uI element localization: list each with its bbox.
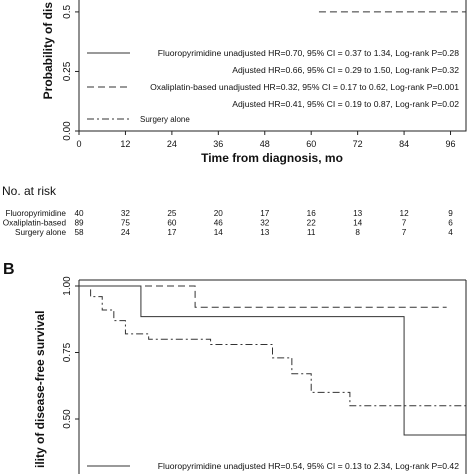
risk-cell: 32	[260, 219, 270, 228]
panel-a-x-tick-label: 72	[353, 139, 363, 149]
risk-cell: 12	[400, 209, 410, 218]
panel-a-x-ticks: 0 12 24 36 48 60 72 84 96	[76, 131, 456, 149]
risk-cell: 24	[121, 228, 131, 237]
risk-cell: 25	[167, 209, 177, 218]
risk-cell: 32	[121, 209, 131, 218]
risk-cell: 16	[307, 209, 317, 218]
panel-b-legend-label: Fluoropyrimidine unadjusted HR=0.54, 95%…	[158, 461, 459, 471]
risk-cell: 60	[167, 219, 177, 228]
panel-a-y-axis-label: Probability of dis	[41, 2, 55, 100]
panel-a-legend-label: Surgery alone	[140, 115, 190, 124]
risk-cell: 13	[353, 209, 363, 218]
risk-cell: 8	[355, 228, 360, 237]
panel-b-label: B	[3, 261, 15, 278]
risk-table: Fluoropyrimidine 40 32 25 20 17 16 13 12 9 Oxalipl…	[3, 209, 454, 237]
panel-a-legend-label: Adjusted HR=0.66, 95% CI = 0.29 to 1.50,…	[232, 65, 459, 75]
risk-cell: 7	[402, 228, 407, 237]
risk-cell: 40	[74, 209, 84, 218]
panel-b-y-axis-label: ility of disease-free survival	[33, 311, 47, 468]
panel-b: B ility of disease-free survival 0.50 0.7…	[3, 261, 467, 474]
risk-cell: 13	[260, 228, 270, 237]
panel-a-x-tick-label: 48	[260, 139, 270, 149]
panel-a-plot-frame	[78, 0, 467, 132]
panel-b-axes	[78, 279, 467, 474]
panel-b-y-tick-label: 0.50	[62, 409, 73, 429]
panel-a-x-tick-label: 84	[399, 139, 409, 149]
risk-cell: 6	[448, 219, 453, 228]
panel-a-x-tick-label: 24	[167, 139, 177, 149]
panel-a-legend-label: Adjusted HR=0.41, 95% CI = 0.19 to 0.87,…	[232, 99, 459, 109]
panel-a-x-tick-label: 0	[76, 139, 81, 149]
panel-b-series-line	[79, 285, 466, 436]
risk-cell: 14	[353, 219, 363, 228]
panel-b-legend: Fluoropyrimidine unadjusted HR=0.54, 95%…	[87, 461, 459, 471]
panel-a-x-tick-label: 12	[120, 139, 130, 149]
risk-cell: 4	[448, 228, 453, 237]
panel-a-legend-label: Fluoropyrimidine unadjusted HR=0.70, 95%…	[158, 48, 459, 58]
panel-a-x-tick-label: 96	[446, 139, 456, 149]
panel-a-legend: Fluoropyrimidine unadjusted HR=0.70, 95%…	[87, 48, 459, 124]
risk-cell: 46	[214, 219, 224, 228]
risk-cell: 7	[402, 219, 407, 228]
panel-b-y-ticks: 0.50 0.75 1.00	[62, 276, 79, 429]
panel-b-series-line	[79, 285, 466, 407]
risk-row-label: Fluoropyrimidine	[5, 209, 66, 218]
panel-a-axes	[78, 0, 467, 132]
risk-cell: 20	[214, 209, 224, 218]
risk-cell: 17	[167, 228, 177, 237]
risk-table-title: No. at risk	[2, 184, 57, 198]
panel-b-series-line	[79, 285, 447, 308]
risk-cell: 14	[214, 228, 224, 237]
risk-cell: 89	[74, 219, 84, 228]
risk-cell: 17	[260, 209, 270, 218]
panel-a-y-tick-label: 0.25	[62, 61, 73, 81]
panel-a-x-tick-label: 36	[213, 139, 223, 149]
risk-cell: 9	[448, 209, 453, 218]
risk-row-label: Surgery alone	[15, 228, 66, 237]
risk-cell: 11	[307, 228, 316, 237]
panel-a-y-tick-label: 0.00	[62, 121, 73, 141]
risk-row-label: Oxaliplatin-based	[3, 219, 67, 228]
panel-a-x-tick-label: 60	[306, 139, 316, 149]
panel-a-x-axis-label: Time from diagnosis, mo	[201, 151, 343, 165]
panel-a-y-ticks: 0.00 0.25 0.5	[62, 5, 79, 141]
panel-a: Probability of dis 0.000.250.5 0 12 24 36 48…	[2, 0, 467, 237]
risk-cell: 75	[121, 219, 131, 228]
panel-a-legend-label: Oxaliplatin-based unadjusted HR=0.32, 95…	[150, 82, 459, 92]
risk-cell: 58	[74, 228, 84, 237]
panel-a-y-tick-label: 0.5	[62, 5, 73, 19]
panel-b-series	[79, 285, 466, 436]
panel-b-y-tick-label: 1.00	[62, 276, 73, 296]
risk-cell: 22	[307, 219, 317, 228]
panel-b-y-tick-label: 0.75	[62, 342, 73, 362]
